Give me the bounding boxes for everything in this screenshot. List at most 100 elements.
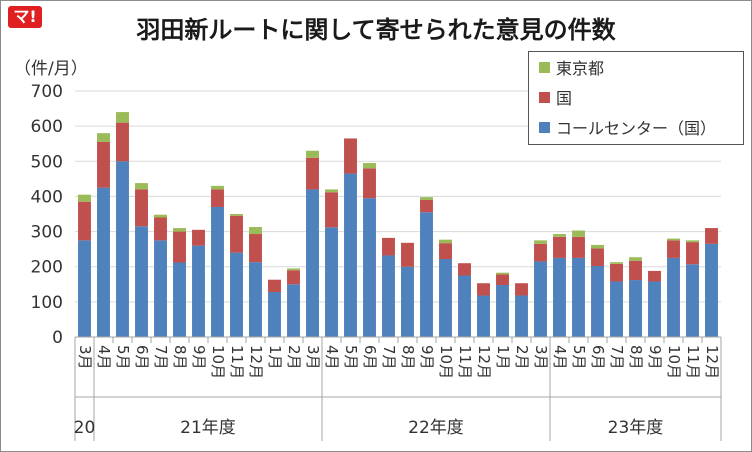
bar-segment — [173, 231, 186, 263]
x-tick-label: 3月 — [76, 345, 94, 370]
x-tick-label: 12月 — [475, 345, 493, 379]
bar-segment — [173, 262, 186, 337]
bar-segment — [553, 234, 566, 237]
x-tick-label: 5月 — [342, 345, 360, 370]
x-tick-label: 4月 — [551, 345, 569, 370]
bar-segment — [610, 262, 623, 264]
legend-swatch-national — [539, 91, 550, 103]
bar-segment — [401, 266, 414, 337]
bar-segment — [458, 263, 471, 276]
x-tick-label: 9月 — [646, 345, 664, 370]
bar-segment — [515, 283, 528, 296]
x-tick-label: 12月 — [703, 345, 721, 379]
bar-segment — [249, 234, 262, 263]
bar-segment — [572, 257, 585, 337]
bar-segment — [78, 240, 91, 337]
x-tick-label: 8月 — [171, 345, 189, 370]
bar-segment — [306, 189, 319, 337]
x-tick-label: 7月 — [608, 345, 626, 370]
bar-segment — [705, 243, 718, 337]
bar-segment — [705, 228, 718, 244]
bar-segment — [401, 242, 414, 267]
legend-item-national: 国 — [539, 86, 572, 108]
bar-segment — [325, 227, 338, 337]
bar-segment — [154, 214, 167, 218]
bar-segment — [287, 284, 300, 337]
x-tick-label: 6月 — [133, 345, 151, 370]
bar-segment — [344, 173, 357, 337]
x-tick-label: 7月 — [380, 345, 398, 370]
bar-segment — [363, 163, 376, 169]
bar-segment — [686, 242, 699, 265]
bar-segment — [439, 243, 452, 259]
x-tick-label: 8月 — [399, 345, 417, 370]
y-tick-label: 600 — [31, 117, 63, 137]
bar-segment — [97, 133, 110, 142]
x-tick-label: 9月 — [190, 345, 208, 370]
bars — [78, 112, 718, 337]
bar-segment — [420, 197, 433, 200]
x-tick-label: 1月 — [266, 345, 284, 370]
chart-title: 羽田新ルートに関して寄せられた意見の件数 — [136, 16, 616, 44]
x-tick-label: 3月 — [304, 345, 322, 370]
y-tick-label: 200 — [31, 258, 63, 278]
bar-segment — [135, 189, 148, 227]
legend-swatch-call-center — [539, 121, 550, 133]
bar-segment — [78, 194, 91, 202]
bar-segment — [667, 240, 680, 258]
x-tick-label: 10月 — [209, 345, 227, 379]
bar-segment — [629, 257, 642, 261]
bar-segment — [629, 260, 642, 281]
legend-label-call-center: コールセンター（国） — [556, 119, 717, 138]
bar-segment — [78, 201, 91, 241]
x-tick-label: 9月 — [418, 345, 436, 370]
x-tick-label: 10月 — [437, 345, 455, 379]
bar-segment — [306, 150, 319, 158]
x-tick-label: 5月 — [570, 345, 588, 370]
legend-label-national: 国 — [556, 89, 573, 108]
bar-segment — [515, 295, 528, 337]
bar-segment — [192, 245, 205, 337]
bar-segment — [496, 272, 509, 275]
y-tick-label: 500 — [31, 152, 63, 172]
y-tick-label: 0 — [52, 328, 63, 348]
bar-segment — [116, 122, 129, 162]
legend-item-tokyo: 東京都 — [539, 56, 604, 78]
bar-segment — [496, 274, 509, 285]
y-tick-label: 100 — [31, 293, 63, 313]
bar-segment — [534, 240, 547, 244]
legend: 東京都 国 コールセンター（国） — [528, 51, 744, 145]
bar-segment — [572, 236, 585, 258]
logo: マ! — [8, 6, 42, 28]
year-group-label: 20 — [74, 418, 96, 438]
bar-segment — [97, 187, 110, 337]
bar-segment — [667, 238, 680, 241]
bar-segment — [648, 270, 661, 282]
x-tick-label: 7月 — [152, 345, 170, 370]
bar-segment — [648, 281, 661, 337]
bar-segment — [230, 215, 243, 253]
bar-segment — [173, 228, 186, 232]
bar-segment — [249, 227, 262, 235]
y-tick-label: 400 — [31, 187, 63, 207]
bar-segment — [116, 161, 129, 337]
bar-segment — [287, 268, 300, 271]
year-group-label: 21年度 — [180, 418, 236, 438]
bar-segment — [439, 239, 452, 244]
bar-segment — [325, 192, 338, 228]
x-tick-label: 8月 — [627, 345, 645, 370]
bar-segment — [230, 252, 243, 337]
x-axis: 3月 4月 5月 6月 7月 8月 9月 10月 11月 12月 1月 2月 3月 4月 5月 6月 7月 8月 9… — [74, 336, 722, 441]
bar-segment — [116, 112, 129, 123]
y-tick-label: 300 — [31, 223, 63, 243]
bar-segment — [363, 168, 376, 199]
x-tick-label: 6月 — [361, 345, 379, 370]
x-tick-label: 11月 — [684, 345, 702, 379]
bar-segment — [249, 262, 262, 337]
y-axis-unit-label: （件/月） — [14, 59, 88, 79]
bar-segment — [306, 157, 319, 190]
year-group-label: 23年度 — [608, 418, 664, 438]
bar-segment — [553, 257, 566, 337]
x-tick-label: 4月 — [323, 345, 341, 370]
year-group-label: 22年度 — [408, 418, 464, 438]
